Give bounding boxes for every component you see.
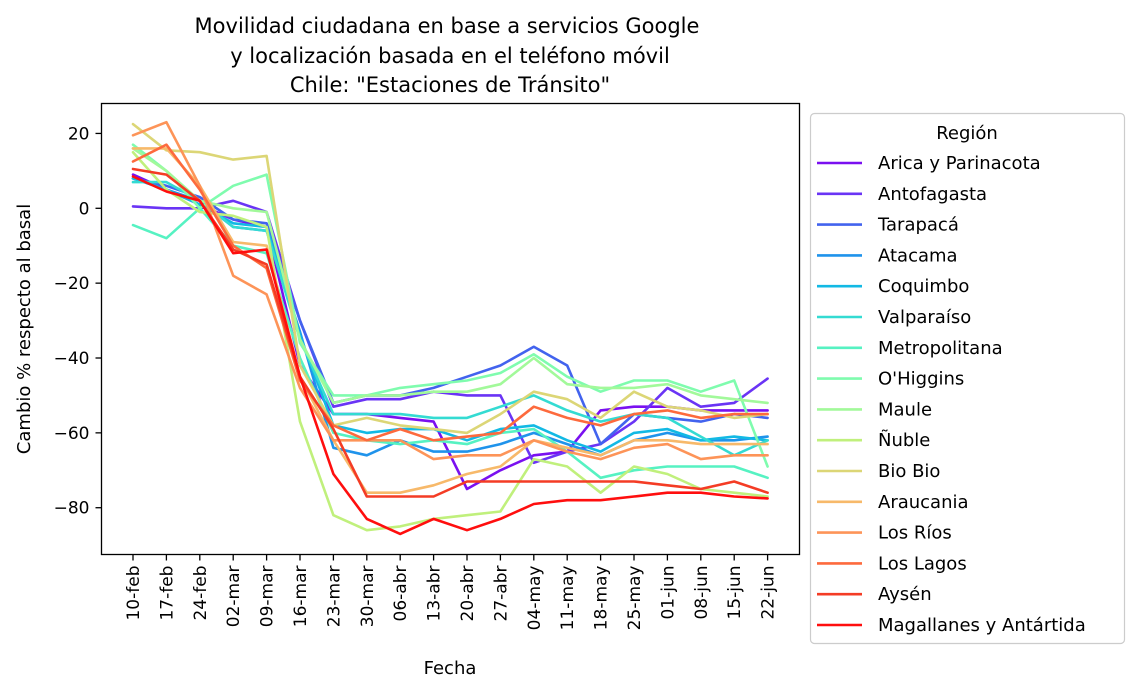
legend-entry-label: Arica y Parinacota [878, 153, 1041, 174]
legend-entry-label: Valparaíso [878, 307, 971, 328]
x-tick-label: 24-feb [191, 566, 211, 621]
legend: Región Arica y Parinacota Antofagasta Tara… [809, 112, 1126, 645]
series-line-8 [131, 147, 769, 405]
x-tick-label: 11-may [558, 566, 578, 631]
series-line-13 [131, 143, 769, 442]
x-tick-label: 30-mar [358, 565, 378, 627]
legend-entry-label: Bio Bio [878, 461, 940, 482]
x-tick-label: 17-feb [157, 566, 177, 621]
x-tick-label: 25-may [625, 566, 645, 631]
x-tick-label: 06-abr [391, 565, 411, 621]
plot-area-frame [100, 102, 801, 556]
y-tick-label: −20 [54, 274, 90, 294]
y-tick-label: −80 [54, 499, 90, 519]
series-line-11 [131, 147, 769, 495]
series-line-10 [131, 122, 769, 435]
x-axis-label: Fecha [424, 658, 477, 679]
series-line-4 [131, 177, 769, 453]
x-tick-label: 23-mar [324, 565, 344, 627]
y-tick-label: −60 [54, 424, 90, 444]
legend-entry-label: Ñuble [878, 429, 930, 451]
legend-entry-label: Metropolitana [878, 338, 1003, 359]
x-axis: 10-feb 17-feb 24-feb 02-mar 09-mar 16-mar 23-m… [124, 554, 779, 631]
y-tick-label: −40 [54, 349, 90, 369]
chart-title-line-1: Movilidad ciudadana en base a servicios … [195, 14, 700, 38]
chart-title-line-2: y localización basada en el teléfono móv… [230, 44, 670, 68]
y-tick-label: 0 [79, 199, 90, 219]
legend-entry-label: Magallanes y Antártida [878, 615, 1086, 636]
legend-entry-label: O'Higgins [878, 369, 964, 390]
x-tick-label: 16-mar [291, 565, 311, 627]
legend-entry-label: Los Ríos [878, 523, 952, 544]
x-tick-label: 09-mar [258, 565, 278, 627]
x-tick-label: 22-jun [759, 566, 779, 620]
y-tick-label: 20 [68, 124, 90, 144]
legend-entry-label: Coquimbo [878, 276, 969, 297]
x-tick-label: 08-jun [692, 566, 712, 620]
legend-items: Arica y Parinacota Antofagasta Tarapacá Ata… [817, 153, 1086, 636]
legend-title: Región [936, 123, 998, 144]
chart-title: Movilidad ciudadana en base a servicios … [195, 14, 700, 97]
y-axis-label: Cambio % respecto al basal [14, 204, 35, 454]
legend-entry-label: Maule [878, 399, 932, 420]
series-line-5 [131, 180, 769, 457]
x-tick-label: 20-abr [458, 565, 478, 621]
x-tick-label: 13-abr [425, 565, 445, 621]
series-line-9 [131, 150, 769, 532]
legend-entry-label: Araucania [878, 492, 969, 513]
x-tick-label: 01-jun [658, 566, 678, 620]
legend-entry-label: Tarapacá [877, 215, 959, 236]
series-line-12 [131, 120, 769, 461]
x-tick-label: 04-may [525, 566, 545, 631]
legend-entry-label: Aysén [878, 584, 932, 605]
x-tick-label: 02-mar [224, 565, 244, 627]
y-axis: 20 0 −20 −40 −60 −80 [54, 124, 102, 519]
series-line-1 [131, 199, 769, 465]
chart-title-line-3: Chile: "Estaciones de Tránsito" [290, 73, 610, 97]
series-line-6 [131, 207, 769, 480]
series-line-15 [131, 175, 769, 536]
legend-entry-label: Antofagasta [878, 184, 987, 205]
series-line-7 [131, 143, 769, 468]
x-tick-label: 18-may [592, 566, 612, 631]
legend-entry-label: Los Lagos [878, 553, 967, 574]
x-tick-label: 10-feb [124, 566, 144, 621]
x-tick-label: 27-abr [491, 565, 511, 621]
legend-box [809, 112, 1126, 645]
legend-entry-label: Atacama [878, 245, 958, 266]
series-layer [131, 120, 769, 536]
x-tick-label: 15-jun [725, 566, 745, 620]
